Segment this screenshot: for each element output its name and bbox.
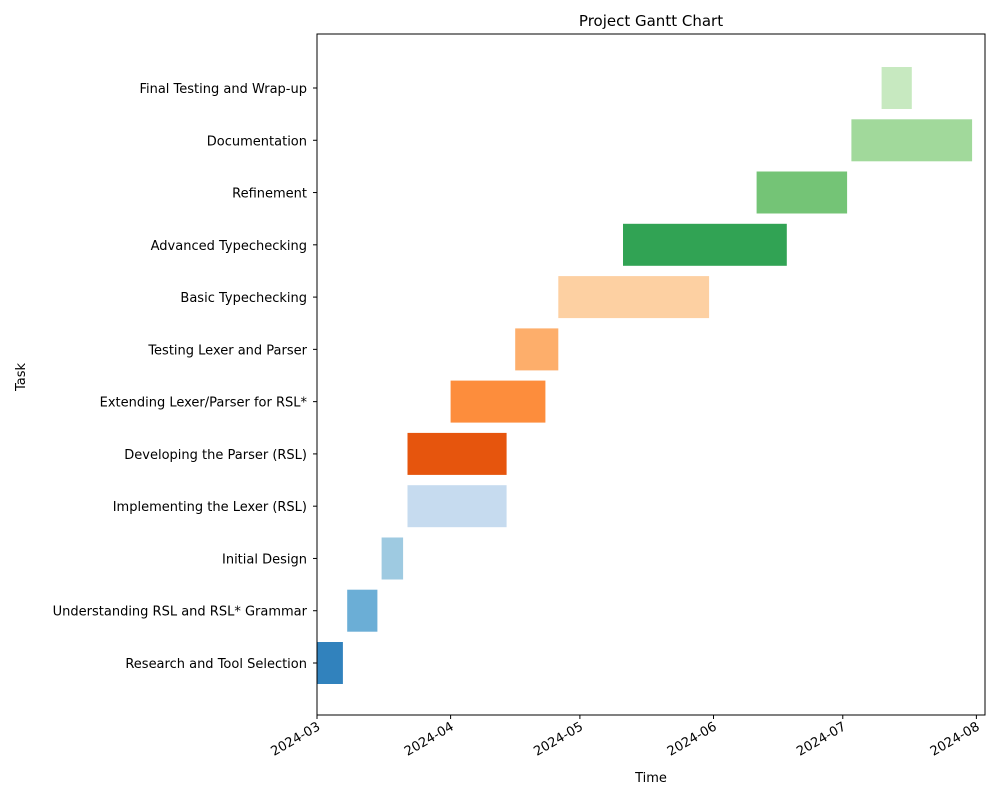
gantt-bar <box>515 328 559 371</box>
y-ticks-group: Research and Tool Selection Understanding… <box>53 82 317 672</box>
y-tick-label: Documentation <box>207 134 307 149</box>
x-tick-label: 2024-04 <box>402 719 457 759</box>
gantt-bar <box>347 589 378 632</box>
y-tick-label: Testing Lexer and Parser <box>147 343 307 358</box>
chart-title: Project Gantt Chart <box>579 12 723 30</box>
gantt-bar <box>851 119 973 162</box>
y-tick-label: Initial Design <box>222 552 307 567</box>
gantt-bar <box>381 537 404 580</box>
y-tick-label: Refinement <box>232 187 307 202</box>
y-tick-label: Extending Lexer/Parser for RSL* <box>100 396 308 411</box>
x-tick-label: 2024-06 <box>665 719 720 759</box>
y-tick-label: Research and Tool Selection <box>125 657 307 672</box>
gantt-bar <box>407 485 507 528</box>
x-axis-label: Time <box>634 771 667 786</box>
gantt-bar <box>881 67 912 109</box>
x-tick-label: 2024-03 <box>268 719 323 759</box>
x-ticks-group: 2024-03 2024-04 2024-05 2024-06 2024-07 2024-… <box>268 715 982 760</box>
gantt-bar <box>756 171 848 214</box>
gantt-bar <box>558 276 710 319</box>
y-tick-label: Final Testing and Wrap-up <box>139 82 307 97</box>
y-tick-label: Developing the Parser (RSL) <box>124 448 307 463</box>
bars-group <box>317 67 973 684</box>
y-tick-label: Basic Typechecking <box>180 291 307 306</box>
y-tick-label: Advanced Typechecking <box>151 239 307 254</box>
y-tick-label: Implementing the Lexer (RSL) <box>113 500 307 515</box>
gantt-bar <box>317 642 343 684</box>
gantt-bar <box>450 380 546 423</box>
y-tick-label: Understanding RSL and RSL* Grammar <box>53 605 308 620</box>
x-tick-label: 2024-05 <box>531 719 586 759</box>
y-axis-label: Task <box>14 363 29 393</box>
gantt-bar <box>407 432 507 475</box>
plot-frame <box>316 33 986 716</box>
gantt-bar <box>623 223 787 266</box>
x-tick-label: 2024-08 <box>928 719 983 759</box>
x-tick-label: 2024-07 <box>794 719 849 759</box>
